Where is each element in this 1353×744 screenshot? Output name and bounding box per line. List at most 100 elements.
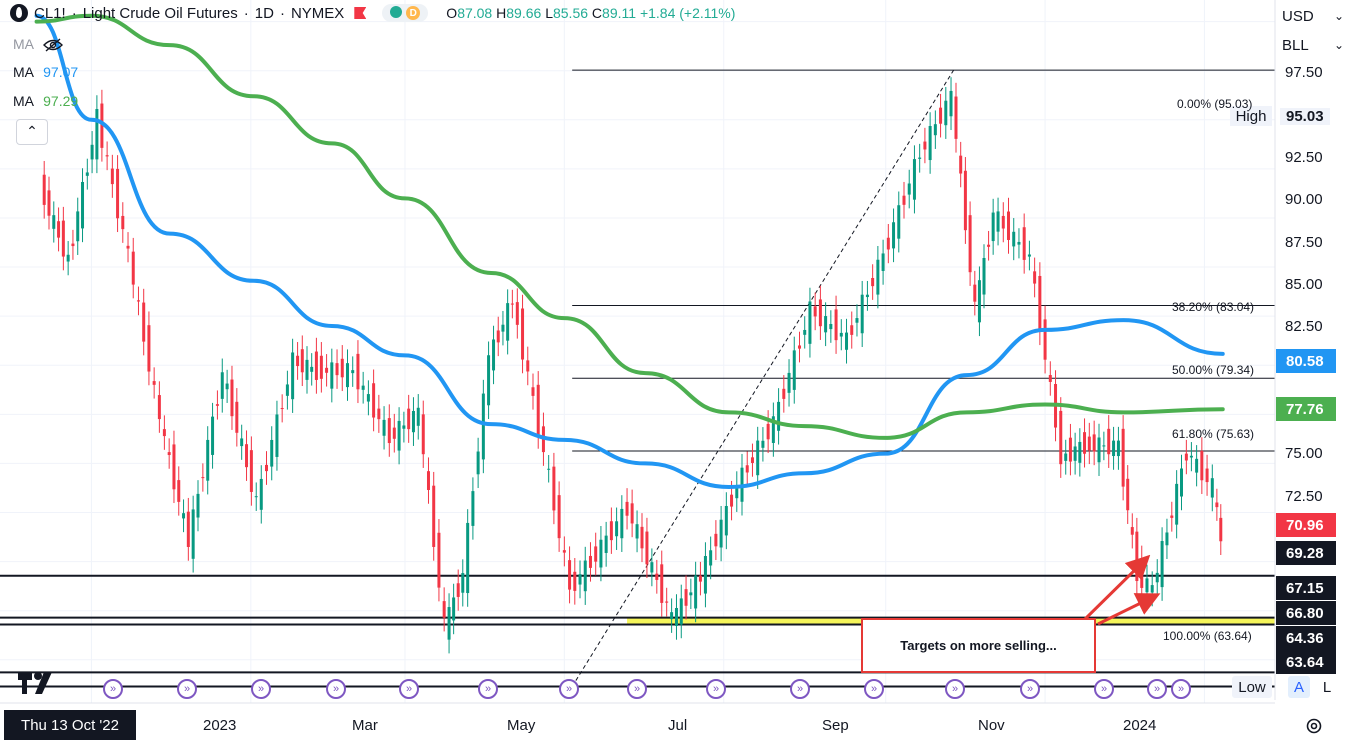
candle-body: [1092, 434, 1096, 452]
auto-scale-button[interactable]: A: [1288, 676, 1310, 698]
candle-body: [142, 302, 146, 342]
candle-body: [1210, 478, 1214, 498]
candle-body: [771, 416, 775, 443]
change-value: +1.84 (+2.11%): [639, 5, 736, 21]
candle-body: [1130, 527, 1134, 535]
candle-body: [47, 190, 51, 216]
candle-body: [987, 244, 991, 247]
dashed-trend-line: [571, 69, 955, 687]
indicator-value: 97.29: [43, 93, 79, 109]
candle-body: [501, 324, 505, 332]
symbol-legend: CL1! · Light Crude Oil Futures · 1D · NY…: [10, 4, 735, 22]
candle-body: [1195, 458, 1199, 473]
candle-body: [300, 349, 304, 373]
candle-body: [552, 466, 556, 511]
interval-label[interactable]: 1D: [254, 4, 274, 22]
time-axis-label: Sep: [822, 717, 849, 734]
unit-select[interactable]: BLL ⌄: [1282, 33, 1344, 57]
candle-body: [745, 465, 749, 473]
candle-body: [625, 501, 629, 516]
candle-body: [1170, 515, 1174, 518]
settings-button[interactable]: [1304, 716, 1324, 736]
event-marker-icon[interactable]: »: [251, 679, 271, 699]
candle-body: [907, 183, 911, 195]
indicator-ma-hidden[interactable]: MA: [13, 36, 64, 52]
candle-body: [351, 370, 355, 374]
candle-body: [416, 407, 420, 426]
candle-body: [152, 381, 156, 385]
market-status-pill[interactable]: D: [382, 4, 429, 22]
event-marker-icon[interactable]: »: [864, 679, 884, 699]
event-marker-icon[interactable]: »: [790, 679, 810, 699]
candle-body: [797, 345, 801, 349]
candle-body: [865, 294, 869, 298]
candle-body: [211, 416, 215, 455]
event-marker-icon[interactable]: »: [945, 679, 965, 699]
candle-body: [557, 495, 561, 539]
candle-body: [939, 107, 943, 124]
candle-body: [923, 141, 927, 150]
candle-body: [496, 330, 500, 343]
candle-body: [167, 452, 171, 456]
candle-body: [645, 531, 649, 565]
candle-body: [547, 468, 551, 470]
indicator-ma-blue[interactable]: MA 97.07: [13, 64, 78, 80]
event-marker-icon[interactable]: »: [1171, 679, 1191, 699]
candle-body: [305, 359, 309, 380]
event-marker-icon[interactable]: »: [103, 679, 123, 699]
annotation-text-box[interactable]: Targets on more selling...: [861, 618, 1096, 673]
candle-body: [928, 126, 932, 161]
event-marker-icon[interactable]: »: [627, 679, 647, 699]
level-badge: 69.28: [1276, 541, 1336, 565]
low-value: 85.56: [552, 5, 589, 21]
event-marker-icon[interactable]: »: [478, 679, 498, 699]
candle-body: [1078, 441, 1082, 463]
indicator-ma-green[interactable]: MA 97.29: [13, 93, 78, 109]
price-tick: 97.50: [1285, 64, 1323, 81]
candle-body: [121, 215, 125, 230]
candle-body: [977, 280, 981, 323]
event-marker-icon[interactable]: »: [1094, 679, 1114, 699]
candle-body: [1205, 468, 1209, 483]
close-label: C: [591, 5, 603, 21]
candle-body: [521, 308, 525, 360]
candle-body: [588, 555, 592, 568]
candle-body: [172, 444, 176, 490]
eye-off-icon[interactable]: [43, 38, 64, 52]
candle-body: [881, 253, 885, 271]
candle-body: [1180, 468, 1184, 497]
candle-body: [411, 410, 415, 433]
level-badge: 64.36: [1276, 626, 1336, 650]
candle-body: [259, 478, 263, 510]
event-marker-icon[interactable]: »: [326, 679, 346, 699]
log-scale-button[interactable]: L: [1322, 678, 1332, 696]
candle-body: [1083, 432, 1087, 454]
candle-body: [230, 379, 234, 417]
tradingview-logo[interactable]: [16, 670, 54, 698]
candle-body: [177, 480, 181, 502]
chevron-down-icon: ⌄: [1333, 9, 1344, 23]
symbol-name[interactable]: CL1!: [34, 4, 66, 22]
flag-icon[interactable]: [354, 7, 367, 19]
candle-body: [131, 251, 135, 285]
price-tick: 72.50: [1285, 488, 1323, 505]
collapse-legend-button[interactable]: ⌃: [16, 119, 48, 145]
currency-select[interactable]: USD ⌄: [1282, 4, 1344, 28]
candle-body: [314, 351, 318, 380]
event-marker-icon[interactable]: »: [1147, 679, 1167, 699]
candle-body: [1027, 254, 1031, 257]
event-marker-icon[interactable]: »: [559, 679, 579, 699]
candle-body: [526, 360, 530, 372]
event-marker-icon[interactable]: »: [399, 679, 419, 699]
candle-body: [650, 562, 654, 573]
candle-body: [421, 414, 425, 455]
candle-body: [296, 355, 300, 367]
event-marker-icon[interactable]: »: [1020, 679, 1040, 699]
event-marker-icon[interactable]: »: [177, 679, 197, 699]
event-marker-icon[interactable]: »: [706, 679, 726, 699]
candle-body: [254, 496, 258, 498]
candle-body: [730, 494, 734, 507]
candle-body: [492, 339, 496, 371]
